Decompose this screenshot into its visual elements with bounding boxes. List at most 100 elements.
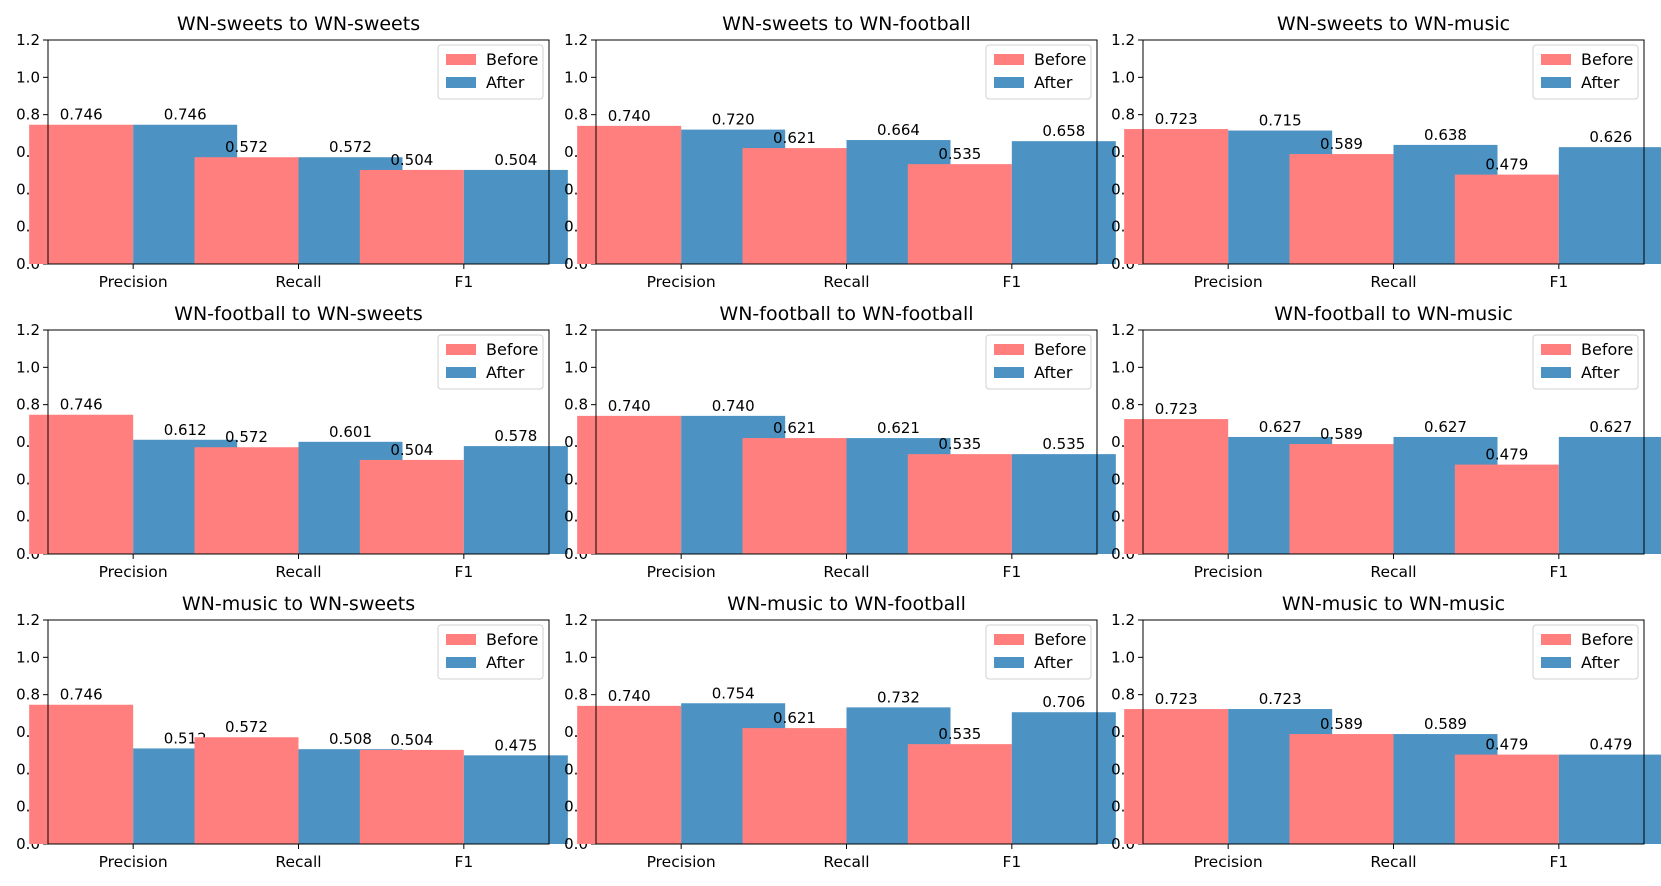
value-label-after: 0.535 bbox=[1042, 435, 1085, 453]
value-label-before: 0.572 bbox=[225, 718, 268, 736]
y-tick-label: 1.2 bbox=[16, 611, 40, 629]
y-tick-label: 1.0 bbox=[1111, 358, 1135, 376]
x-tick-label: Recall bbox=[1370, 273, 1416, 291]
x-tick-label: Precision bbox=[647, 563, 716, 581]
x-tick-label: Recall bbox=[275, 563, 321, 581]
y-tick-label: 1.2 bbox=[564, 31, 588, 49]
value-label-after: 0.578 bbox=[494, 427, 537, 445]
x-tick-label: Precision bbox=[1194, 563, 1263, 581]
legend-swatch-after bbox=[994, 657, 1024, 668]
value-label-after: 0.572 bbox=[329, 138, 372, 156]
y-tick-label: 1.0 bbox=[1111, 68, 1135, 86]
y-tick-label: 0.8 bbox=[16, 106, 40, 124]
value-label-before: 0.746 bbox=[60, 686, 103, 704]
value-label-after: 0.479 bbox=[1589, 736, 1632, 754]
bar-after-f1 bbox=[1558, 436, 1661, 554]
x-tick-label: Recall bbox=[275, 273, 321, 291]
value-label-after: 0.475 bbox=[494, 736, 537, 754]
value-label-before: 0.746 bbox=[60, 396, 103, 414]
x-tick-label: F1 bbox=[1549, 563, 1568, 581]
legend-swatch-before bbox=[1541, 54, 1571, 65]
legend: Before After bbox=[985, 44, 1092, 100]
y-tick-label: 1.2 bbox=[16, 31, 40, 49]
subplot-9: WN-music to WN-music0.00.20.40.60.81.01.… bbox=[1111, 593, 1661, 871]
legend-label-after: After bbox=[1581, 73, 1620, 92]
value-label-after: 0.612 bbox=[164, 421, 207, 439]
bar-before-recall bbox=[194, 737, 299, 844]
x-tick-label: Recall bbox=[1370, 563, 1416, 581]
x-tick-label: Precision bbox=[1194, 853, 1263, 871]
x-tick-label: Precision bbox=[99, 853, 168, 871]
value-label-before: 0.572 bbox=[225, 138, 268, 156]
bar-before-recall bbox=[1289, 734, 1394, 844]
y-tick-label: 0.8 bbox=[564, 106, 588, 124]
y-tick-label: 1.2 bbox=[564, 611, 588, 629]
bar-before-f1 bbox=[359, 169, 464, 264]
x-tick-label: Precision bbox=[99, 273, 168, 291]
x-tick-label: Recall bbox=[823, 853, 869, 871]
legend: Before After bbox=[437, 334, 544, 390]
bar-before-f1 bbox=[359, 749, 464, 844]
legend-label-before: Before bbox=[1034, 50, 1086, 69]
bar-before-recall bbox=[742, 728, 847, 844]
axes-frame bbox=[1142, 39, 1645, 265]
subplot-title: WN-football to WN-sweets bbox=[174, 303, 423, 325]
legend-swatch-after bbox=[446, 367, 476, 378]
bar-before-recall bbox=[742, 438, 847, 554]
bar-after-f1 bbox=[463, 169, 568, 264]
value-label-after: 0.601 bbox=[329, 423, 372, 441]
value-label-after: 0.589 bbox=[1424, 715, 1467, 733]
legend: Before After bbox=[985, 334, 1092, 390]
legend-label-after: After bbox=[1581, 653, 1620, 672]
bar-after-f1 bbox=[1011, 141, 1116, 264]
y-tick-label: 1.2 bbox=[1111, 31, 1135, 49]
y-tick-label: 1.0 bbox=[16, 68, 40, 86]
value-label-after: 0.621 bbox=[877, 419, 920, 437]
legend-label-after: After bbox=[486, 73, 525, 92]
value-label-before: 0.589 bbox=[1320, 715, 1363, 733]
axes-frame bbox=[595, 329, 1098, 555]
subplot-2: WN-sweets to WN-football0.00.20.40.60.81… bbox=[564, 13, 1116, 291]
legend-swatch-after bbox=[994, 367, 1024, 378]
axes-frame bbox=[595, 619, 1098, 845]
subplot-8: WN-music to WN-football0.00.20.40.60.81.… bbox=[564, 593, 1116, 871]
legend-label-before: Before bbox=[1581, 630, 1633, 649]
x-tick-label: F1 bbox=[1002, 853, 1021, 871]
y-tick-label: 0.8 bbox=[16, 686, 40, 704]
subplot-title: WN-sweets to WN-sweets bbox=[177, 13, 420, 35]
value-label-after: 0.706 bbox=[1042, 693, 1085, 711]
x-tick-label: Recall bbox=[1370, 853, 1416, 871]
value-label-before: 0.740 bbox=[608, 687, 651, 705]
value-label-before: 0.479 bbox=[1485, 446, 1528, 464]
bar-before-precision bbox=[1124, 419, 1229, 554]
legend-label-after: After bbox=[1034, 363, 1073, 382]
value-label-after: 0.627 bbox=[1589, 418, 1632, 436]
value-label-before: 0.589 bbox=[1320, 425, 1363, 443]
legend-swatch-after bbox=[446, 77, 476, 88]
legend-label-before: Before bbox=[486, 340, 538, 359]
legend-label-before: Before bbox=[486, 630, 538, 649]
legend-label-after: After bbox=[1034, 653, 1073, 672]
legend-label-before: Before bbox=[486, 50, 538, 69]
bar-before-recall bbox=[1289, 444, 1394, 554]
y-tick-label: 0.8 bbox=[564, 686, 588, 704]
y-tick-label: 1.0 bbox=[564, 358, 588, 376]
bar-before-f1 bbox=[907, 164, 1012, 264]
x-tick-label: Recall bbox=[823, 563, 869, 581]
subplot-title: WN-music to WN-football bbox=[727, 593, 966, 615]
x-tick-label: Recall bbox=[823, 273, 869, 291]
legend-swatch-after bbox=[446, 657, 476, 668]
subplot-title: WN-sweets to WN-music bbox=[1277, 13, 1510, 35]
value-label-after: 0.626 bbox=[1589, 128, 1632, 146]
subplot-title: WN-music to WN-music bbox=[1282, 593, 1505, 615]
subplot-title: WN-sweets to WN-football bbox=[722, 13, 971, 35]
bar-before-precision bbox=[577, 705, 682, 844]
legend-swatch-before bbox=[1541, 634, 1571, 645]
bar-before-precision bbox=[577, 125, 682, 264]
subplot-7: WN-music to WN-sweets0.00.20.40.60.81.01… bbox=[16, 593, 568, 871]
x-tick-label: Precision bbox=[99, 563, 168, 581]
bar-before-f1 bbox=[359, 459, 464, 554]
value-label-before: 0.723 bbox=[1155, 110, 1198, 128]
bar-after-f1 bbox=[1011, 712, 1116, 844]
axes-frame bbox=[595, 39, 1098, 265]
